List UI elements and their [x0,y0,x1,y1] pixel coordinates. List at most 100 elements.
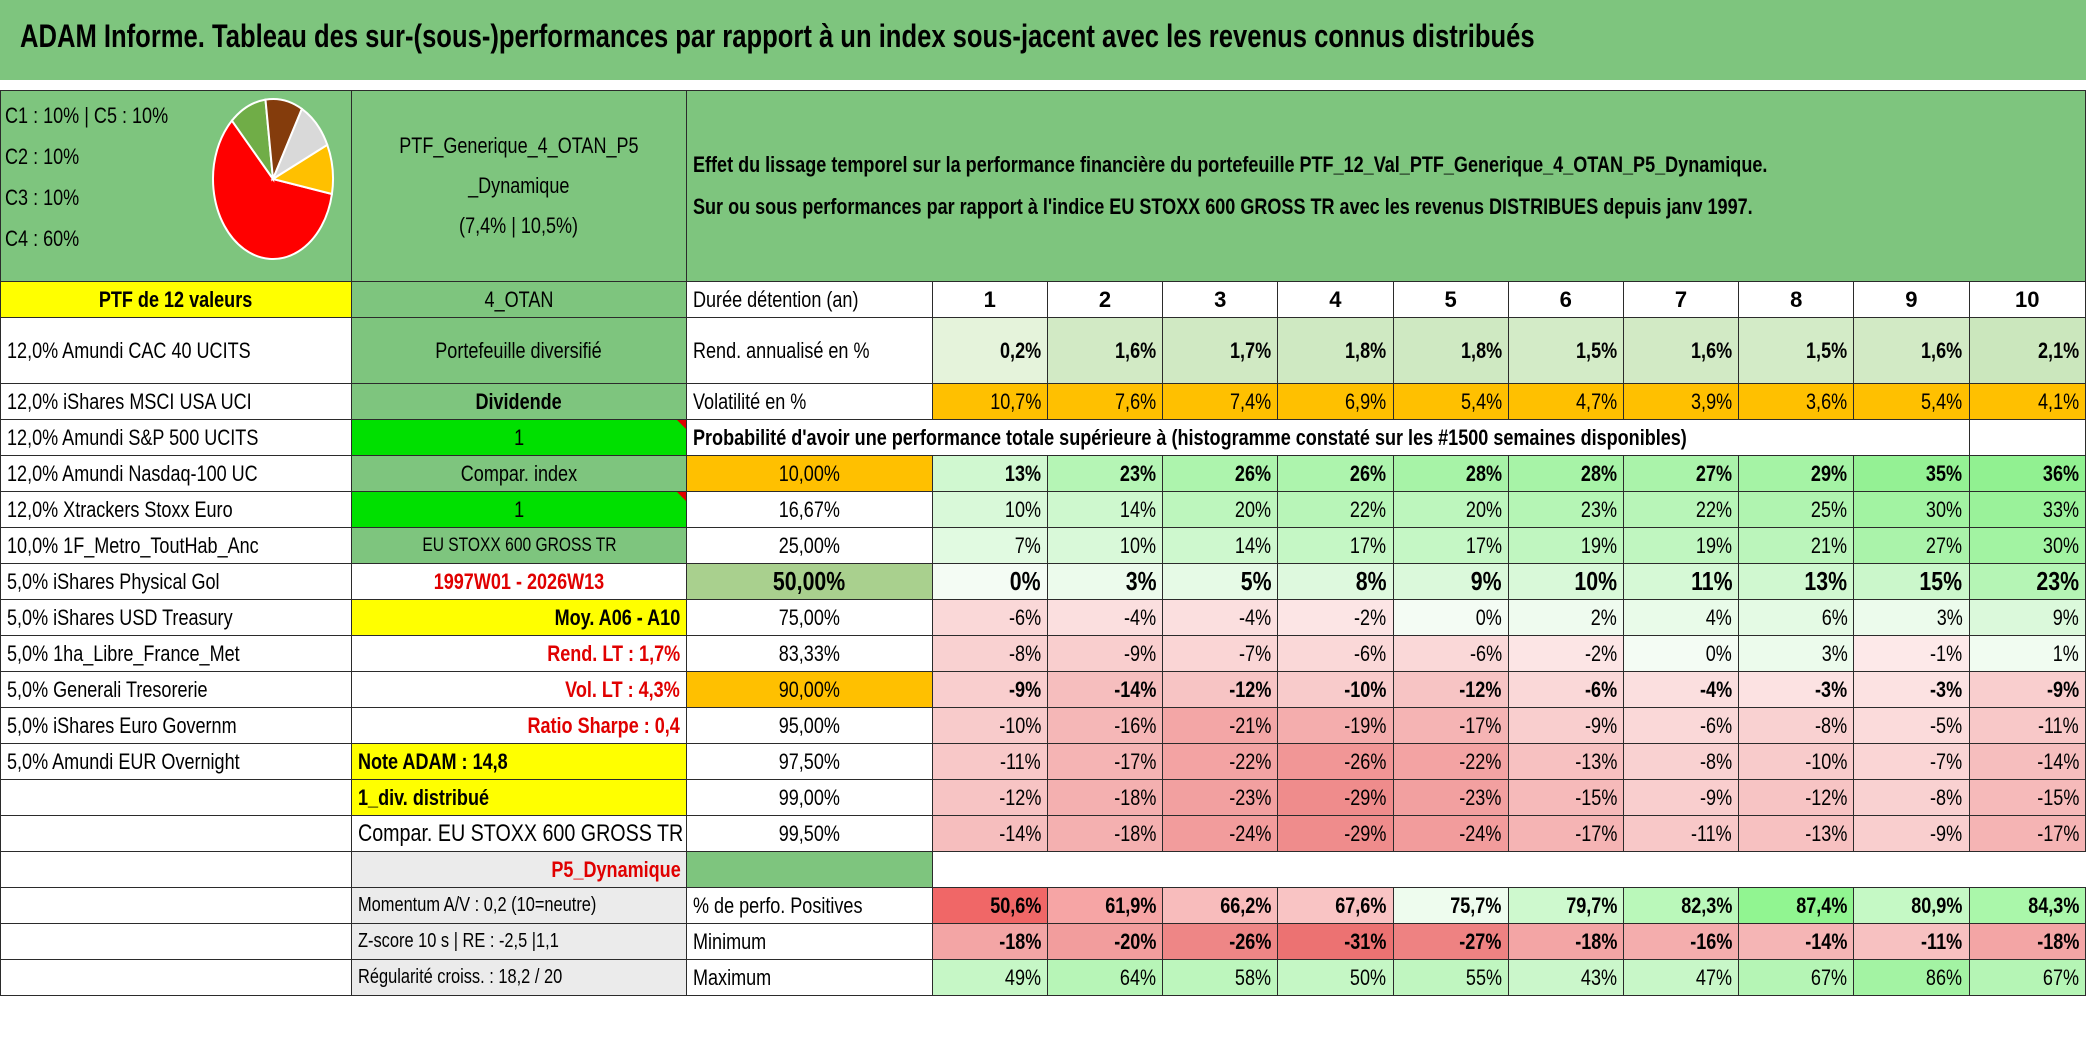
max-cell: 47% [1622,959,1740,996]
sharpe-label: Ratio Sharpe : 0,4 [527,712,681,738]
quantile-value-cell: 19% [1507,527,1624,564]
quantile-value-cell: -12% [1738,779,1855,816]
quantile-value-cell: 22% [1277,491,1394,528]
quantile-value-cell: 5% [1162,563,1279,600]
min-value: -18% [2036,928,2079,954]
quantile-value-cell: -11% [931,743,1048,780]
quantile-value-cell: 30% [1853,491,1970,528]
quantile-value: 3% [1125,566,1157,596]
year-label: 1 [983,286,996,312]
year-header: 8 [1738,281,1855,318]
quantile-value: 28% [1580,460,1617,486]
vol-cell: 5,4% [1853,383,1970,420]
sharpe-cell: Ratio Sharpe : 0,4 [350,707,688,744]
quantile-cell: 10,00% [686,455,933,492]
pos-value: 82,3% [1680,892,1733,918]
quantile-value-cell: -29% [1277,779,1394,816]
empty-cell [0,887,352,924]
vol-label: Volatilité en % [693,388,807,414]
year-header: 7 [1622,281,1740,318]
holding-row: 5,0% iShares USD Treasury [0,599,352,636]
quantile-cell: 75,00% [686,599,933,636]
quantile-value: -14% [2036,748,2079,774]
quantile-value-cell: 20% [1162,491,1279,528]
pos-label-cell: % de perfo. Positives [686,887,933,924]
option-cell[interactable]: 1 [350,419,688,456]
quantile-value: -9% [1008,676,1041,702]
year-label: 3 [1214,286,1227,312]
quantile-value-cell: 28% [1507,455,1624,492]
diversifie-label: Portefeuille diversifié [435,337,603,363]
note-cell: Note ADAM : 14,8 [350,743,688,780]
min-cell: -11% [1853,923,1970,960]
quantile-value: -15% [2036,784,2079,810]
pos-value: 80,9% [1911,892,1963,918]
min-value: -18% [1574,928,1617,954]
min-cell: -18% [931,923,1048,960]
option-cell[interactable]: 1 [350,491,688,528]
min-cell: -31% [1277,923,1394,960]
max-value: 43% [1580,964,1617,990]
quantile-value-cell: -3% [1853,671,1970,708]
max-value: 64% [1119,964,1157,990]
vol-value: 6,9% [1345,388,1387,414]
quantile-value: -15% [1574,784,1617,810]
quantile-value-cell: -8% [931,635,1048,672]
quantile-value: -24% [1229,820,1272,846]
quantile-value: 26% [1235,460,1272,486]
quantile-value-cell: 27% [1853,527,1970,564]
rend-value: 1,7% [1230,337,1272,363]
duree-label-cell: Durée détention (an) [686,281,933,318]
quantile-value: -12% [1805,784,1848,810]
quantile-value-cell: 14% [1046,491,1164,528]
quantile-value-cell: -6% [1622,707,1740,744]
quantile-value: 14% [1119,496,1157,522]
quantile-value: -8% [1700,748,1733,774]
quantile-value-cell: -13% [1738,815,1855,852]
max-cell: 58% [1162,959,1279,996]
quantile-value-cell: 4% [1622,599,1740,636]
quantile-value-cell: -29% [1277,815,1394,852]
quantile-value-cell: -17% [1392,707,1509,744]
quantile-value: -10% [1344,676,1387,702]
holding-row: 5,0% 1ha_Libre_France_Met [0,635,352,672]
zscore-cell: Z-score 10 s | RE : -2,5 |1,1 [350,923,688,960]
quantile-value-cell: 29% [1738,455,1855,492]
quantile-value-cell: -5% [1853,707,1970,744]
quantile-value: 25% [1811,496,1848,522]
quantile-value-cell: -1% [1853,635,1970,672]
quantile-value: 13% [1804,566,1848,596]
quantile-value: -17% [1459,712,1502,738]
compar-eu-cell: Compar. EU STOXX 600 GROSS TR [350,815,688,852]
quantile-value-cell: -15% [1507,779,1624,816]
holding-label: 12,0% Amundi S&P 500 UCITS [7,424,259,450]
quantile-value-cell: -6% [1392,635,1509,672]
quantile-value-cell: -12% [931,779,1048,816]
effet-description: Effet du lissage temporel sur la perform… [686,90,2086,282]
pos-cell: 61,9% [1046,887,1164,924]
quantile-value: 17% [1465,532,1502,558]
otan-cell: 4_OTAN [350,281,688,318]
quantile-value: -10% [998,712,1041,738]
quantile-value-cell: -9% [1853,815,1970,852]
rend-value: 1,5% [1806,337,1848,363]
div-label: 1_div. distribué [357,784,489,810]
quantile-value: -14% [1113,676,1157,702]
quantile-value-cell: 1% [1968,635,2086,672]
quantile-value: -6% [1584,676,1617,702]
quantile-value: 21% [1811,532,1848,558]
quantile-value-cell: -4% [1046,599,1164,636]
vol-lt-cell: Vol. LT : 4,3% [350,671,688,708]
quantile-label: 25,00% [778,532,841,558]
title-separator [0,80,2086,90]
quantile-label: 10,00% [778,460,841,486]
pos-value: 75,7% [1450,892,1502,918]
quantile-value: 33% [2042,496,2079,522]
pos-cell: 80,9% [1853,887,1970,924]
year-label: 10 [2015,286,2040,312]
holding-row: 5,0% iShares Euro Governm [0,707,352,744]
quantile-value: -12% [998,784,1041,810]
quantile-value: 0% [1010,566,1041,596]
empty-cell [0,923,352,960]
quantile-cell: 95,00% [686,707,933,744]
